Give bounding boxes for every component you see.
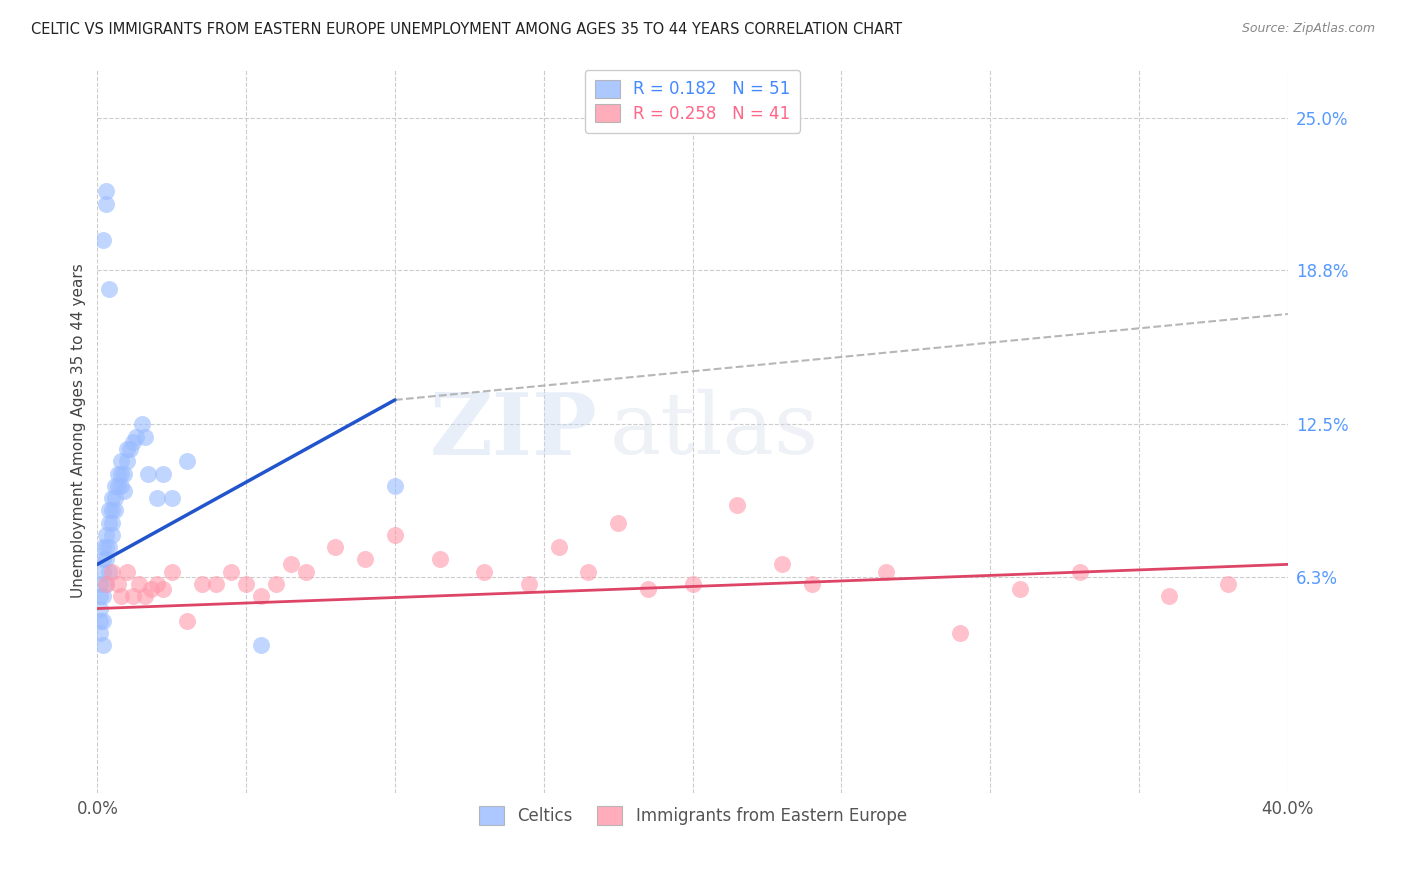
Point bbox=[101, 491, 124, 505]
Point bbox=[115, 442, 138, 456]
Point bbox=[101, 516, 124, 530]
Point bbox=[250, 639, 273, 653]
Point bbox=[219, 565, 242, 579]
Point bbox=[91, 540, 114, 554]
Point bbox=[120, 442, 142, 456]
Point bbox=[91, 233, 114, 247]
Point bbox=[89, 601, 111, 615]
Legend: Celtics, Immigrants from Eastern Europe: Celtics, Immigrants from Eastern Europe bbox=[468, 797, 917, 835]
Point bbox=[98, 516, 121, 530]
Point bbox=[98, 282, 121, 296]
Point bbox=[110, 589, 132, 603]
Point bbox=[98, 565, 121, 579]
Point bbox=[91, 552, 114, 566]
Point bbox=[107, 467, 129, 481]
Point bbox=[104, 491, 127, 505]
Point bbox=[104, 479, 127, 493]
Point bbox=[264, 577, 287, 591]
Y-axis label: Unemployment Among Ages 35 to 44 years: Unemployment Among Ages 35 to 44 years bbox=[72, 263, 86, 598]
Point bbox=[89, 626, 111, 640]
Point bbox=[107, 577, 129, 591]
Point bbox=[152, 582, 174, 596]
Point bbox=[578, 565, 600, 579]
Point bbox=[429, 552, 451, 566]
Point bbox=[134, 430, 156, 444]
Point bbox=[101, 503, 124, 517]
Point bbox=[176, 614, 198, 628]
Point bbox=[110, 479, 132, 493]
Point bbox=[98, 503, 121, 517]
Text: Source: ZipAtlas.com: Source: ZipAtlas.com bbox=[1241, 22, 1375, 36]
Point bbox=[607, 516, 630, 530]
Point bbox=[160, 491, 183, 505]
Point bbox=[205, 577, 228, 591]
Point bbox=[96, 552, 118, 566]
Point bbox=[472, 565, 495, 579]
Point bbox=[96, 577, 118, 591]
Point bbox=[949, 626, 972, 640]
Point bbox=[547, 540, 569, 554]
Point bbox=[136, 467, 159, 481]
Point bbox=[190, 577, 212, 591]
Point bbox=[354, 552, 377, 566]
Point bbox=[96, 184, 118, 198]
Point bbox=[125, 430, 148, 444]
Point bbox=[89, 577, 111, 591]
Point bbox=[122, 434, 145, 449]
Point bbox=[1218, 577, 1240, 591]
Text: CELTIC VS IMMIGRANTS FROM EASTERN EUROPE UNEMPLOYMENT AMONG AGES 35 TO 44 YEARS : CELTIC VS IMMIGRANTS FROM EASTERN EUROPE… bbox=[31, 22, 903, 37]
Point bbox=[91, 639, 114, 653]
Point bbox=[152, 467, 174, 481]
Point bbox=[384, 528, 406, 542]
Point bbox=[91, 565, 114, 579]
Point bbox=[96, 540, 118, 554]
Point bbox=[115, 454, 138, 468]
Point bbox=[131, 417, 153, 432]
Point bbox=[517, 577, 540, 591]
Point bbox=[176, 454, 198, 468]
Point bbox=[280, 558, 302, 572]
Point bbox=[682, 577, 704, 591]
Point bbox=[110, 467, 132, 481]
Point bbox=[146, 577, 169, 591]
Text: ZIP: ZIP bbox=[430, 389, 598, 473]
Point bbox=[1008, 582, 1031, 596]
Point bbox=[146, 491, 169, 505]
Point bbox=[96, 196, 118, 211]
Point bbox=[89, 589, 111, 603]
Point bbox=[98, 540, 121, 554]
Point bbox=[800, 577, 823, 591]
Point bbox=[101, 528, 124, 542]
Point bbox=[96, 528, 118, 542]
Point bbox=[1069, 565, 1091, 579]
Point bbox=[725, 499, 748, 513]
Point bbox=[91, 589, 114, 603]
Point bbox=[160, 565, 183, 579]
Point bbox=[294, 565, 316, 579]
Point bbox=[1157, 589, 1180, 603]
Point bbox=[91, 614, 114, 628]
Point bbox=[104, 503, 127, 517]
Point bbox=[384, 479, 406, 493]
Point bbox=[139, 582, 162, 596]
Text: atlas: atlas bbox=[609, 389, 818, 472]
Point bbox=[96, 577, 118, 591]
Point bbox=[107, 479, 129, 493]
Point bbox=[110, 454, 132, 468]
Point bbox=[122, 589, 145, 603]
Point bbox=[770, 558, 793, 572]
Point bbox=[89, 614, 111, 628]
Point bbox=[115, 565, 138, 579]
Point bbox=[101, 565, 124, 579]
Point bbox=[875, 565, 897, 579]
Point bbox=[134, 589, 156, 603]
Point bbox=[250, 589, 273, 603]
Point bbox=[325, 540, 347, 554]
Point bbox=[112, 483, 135, 498]
Point bbox=[112, 467, 135, 481]
Point bbox=[128, 577, 150, 591]
Point bbox=[637, 582, 659, 596]
Point bbox=[235, 577, 257, 591]
